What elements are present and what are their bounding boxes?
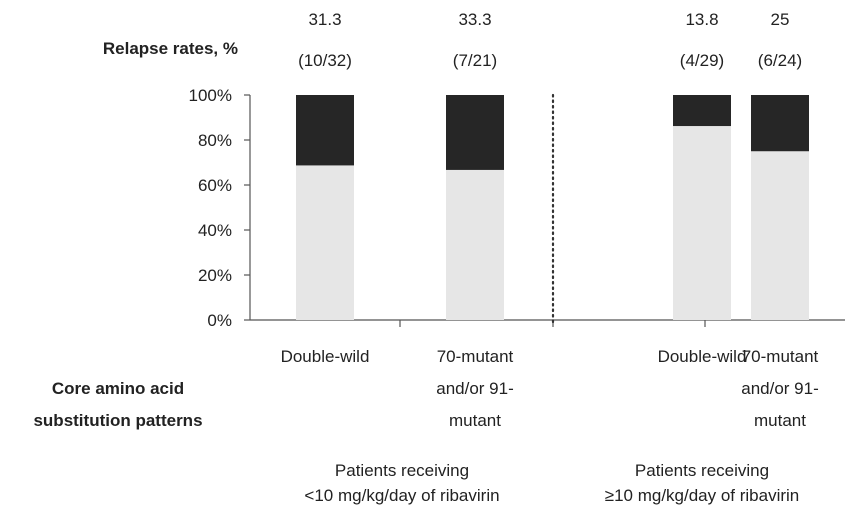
- relapse-rate-count: (10/32): [298, 51, 352, 70]
- relapse-rate-value: 13.8: [685, 10, 718, 29]
- relapse-rate-count: (7/21): [453, 51, 497, 70]
- bar-segment-relapse: [296, 95, 354, 166]
- category-label: Double-wild: [658, 347, 747, 366]
- group-label-line: Patients receiving: [635, 461, 769, 480]
- group-label-line: Patients receiving: [335, 461, 469, 480]
- bars: [296, 95, 809, 320]
- relapse-rate-value: 31.3: [308, 10, 341, 29]
- bar-segment-no-relapse: [296, 165, 354, 320]
- x-axis: [250, 319, 845, 327]
- bar-segment-no-relapse: [751, 151, 809, 320]
- relapse-rate-values: 31.3 (10/32) 33.3 (7/21) 13.8 (4/29) 25 (6/24): [298, 10, 802, 70]
- y-tick-label: 100%: [189, 86, 232, 105]
- category-label: mutant: [449, 411, 501, 430]
- y-axis: 0% 20% 40% 60% 80% 100%: [189, 86, 251, 330]
- y-tick-label: 80%: [198, 131, 232, 150]
- relapse-rate-count: (4/29): [680, 51, 724, 70]
- y-tick-label: 0%: [207, 311, 232, 330]
- category-label: 70-mutant: [437, 347, 514, 366]
- relapse-rate-value: 25: [771, 10, 790, 29]
- y-axis-ticks: 0% 20% 40% 60% 80% 100%: [189, 86, 250, 330]
- category-label: Double-wild: [281, 347, 370, 366]
- group-label-line: ≥10 mg/kg/day of ribavirin: [605, 486, 800, 505]
- y-tick-label: 20%: [198, 266, 232, 285]
- bar-segment-no-relapse: [673, 126, 731, 320]
- category-label: and/or 91-: [436, 379, 514, 398]
- category-label: and/or 91-: [741, 379, 819, 398]
- bar-segment-relapse: [751, 95, 809, 152]
- y-tick-label: 40%: [198, 221, 232, 240]
- category-label: 70-mutant: [742, 347, 819, 366]
- relapse-rate-value: 33.3: [458, 10, 491, 29]
- bar-segment-relapse: [446, 95, 504, 170]
- category-axis-title-line: Core amino acid: [52, 379, 184, 398]
- group-label-line: <10 mg/kg/day of ribavirin: [304, 486, 499, 505]
- category-axis-title-line: substitution patterns: [33, 411, 202, 430]
- bar-segment-no-relapse: [446, 169, 504, 320]
- bar-segment-relapse: [673, 95, 731, 127]
- relapse-rate-count: (6/24): [758, 51, 802, 70]
- y-tick-label: 60%: [198, 176, 232, 195]
- relapse-row-title: Relapse rates, %: [103, 39, 238, 58]
- category-axis-title: Core amino acid substitution patterns: [33, 379, 202, 430]
- category-label: mutant: [754, 411, 806, 430]
- relapse-rate-row: Relapse rates, % 31.3 (10/32) 33.3 (7/21) 13…: [103, 10, 802, 70]
- group-labels: Patients receiving <10 mg/kg/day of ribav…: [304, 461, 799, 505]
